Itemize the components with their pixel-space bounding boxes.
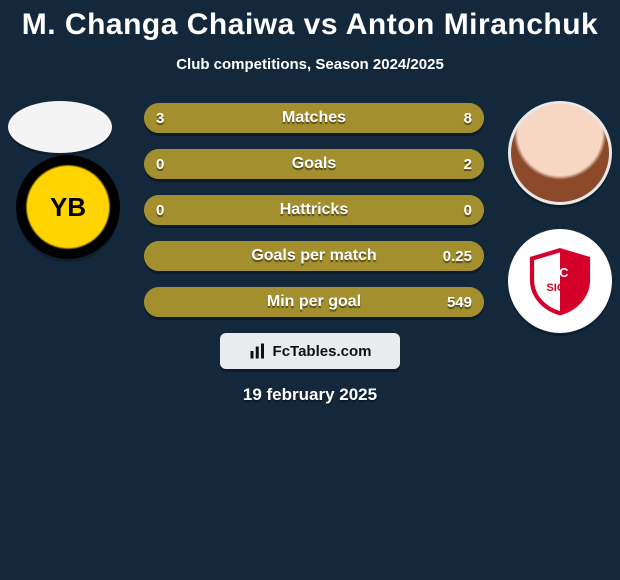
stat-left-fill: [144, 195, 314, 225]
stat-right-fill: [164, 149, 484, 179]
stat-left-fill: [144, 149, 164, 179]
stat-row: Min per goal549: [144, 287, 484, 317]
club-left-badge: YB: [16, 155, 120, 259]
stat-right-fill: [314, 195, 484, 225]
club-right-icon: FC SION: [525, 246, 595, 316]
svg-text:FC: FC: [552, 266, 569, 280]
brand-chart-icon: [249, 342, 267, 360]
player-left-avatar: [8, 101, 112, 153]
stat-bars: Matches38 Goals02 Hattricks00 Goals per mat…: [144, 103, 484, 333]
stat-right-fill: [236, 103, 484, 133]
stat-right-fill: [164, 287, 484, 317]
stat-left-fill: [144, 241, 164, 271]
svg-text:SION: SION: [546, 282, 573, 294]
club-right-badge: FC SION: [508, 229, 612, 333]
stat-row: Matches38: [144, 103, 484, 133]
stat-row: Goals per match0.25: [144, 241, 484, 271]
stat-row: Goals02: [144, 149, 484, 179]
brand-text: FcTables.com: [273, 343, 372, 360]
stat-left-fill: [144, 103, 236, 133]
player-right-avatar: [508, 101, 612, 205]
page-title: M. Changa Chaiwa vs Anton Miranchuk: [0, 0, 620, 42]
subtitle: Club competitions, Season 2024/2025: [0, 56, 620, 73]
club-left-badge-text: YB: [50, 192, 86, 223]
stat-right-fill: [164, 241, 484, 271]
footer-date: 19 february 2025: [0, 385, 620, 405]
comparison-stage: YB FC SION Matches38 Goals02 Hattricks00 Go…: [0, 93, 620, 433]
brand-badge[interactable]: FcTables.com: [220, 333, 400, 369]
stat-left-fill: [144, 287, 164, 317]
stat-row: Hattricks00: [144, 195, 484, 225]
